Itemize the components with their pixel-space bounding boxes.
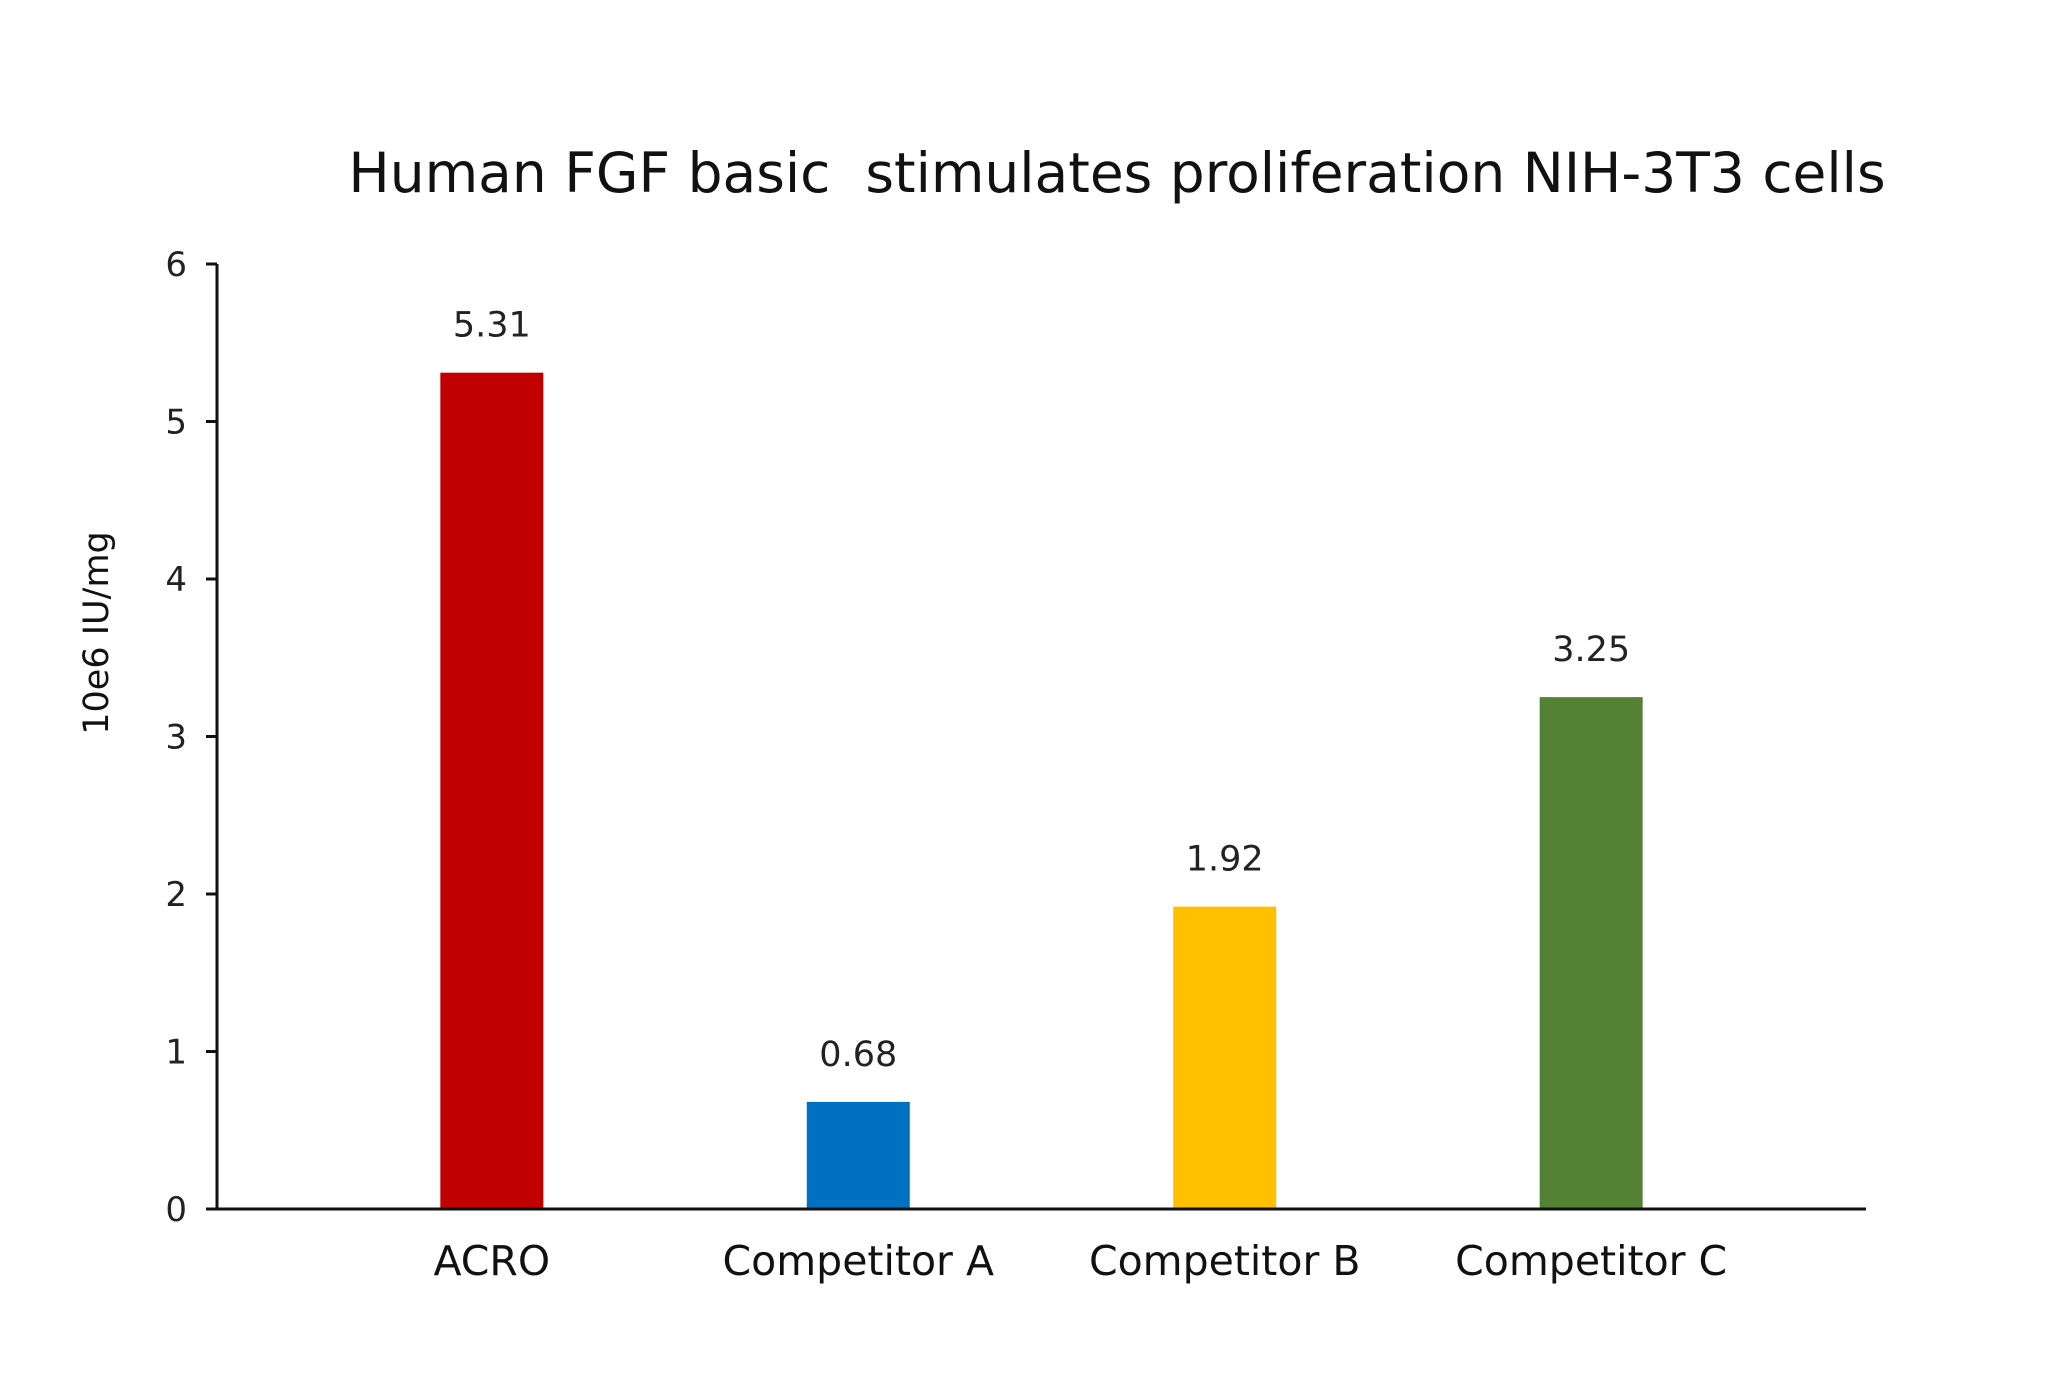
y-axis-title: 10e6 IU/mg xyxy=(77,531,117,735)
bar-value-label: 0.68 xyxy=(819,1035,897,1075)
category-label: Competitor B xyxy=(1089,1237,1361,1285)
category-labels-group: ACRO Competitor A Competitor B Competitor C xyxy=(433,1237,1727,1285)
bar xyxy=(440,372,544,1209)
bar-value-label: 1.92 xyxy=(1186,840,1264,880)
y-tick-label: 6 xyxy=(165,245,187,285)
bar-value-label: 3.25 xyxy=(1552,630,1630,670)
bar xyxy=(1173,906,1277,1209)
y-tick-label: 2 xyxy=(165,875,187,915)
category-label: Competitor C xyxy=(1455,1237,1727,1285)
bars-group xyxy=(440,372,1643,1209)
bar xyxy=(806,1101,910,1209)
data-labels-group: 5.31 0.68 1.92 3.25 xyxy=(453,306,1630,1075)
chart-title: Human FGF basic stimulates proliferation… xyxy=(348,141,1885,205)
category-label: Competitor A xyxy=(723,1237,994,1285)
y-tick-label: 5 xyxy=(165,403,187,443)
bar-value-label: 5.31 xyxy=(453,306,531,346)
y-tick-label: 4 xyxy=(165,560,187,600)
y-tick-label: 0 xyxy=(165,1190,187,1230)
y-axis-ticks: 0 1 2 3 4 5 6 xyxy=(165,245,217,1230)
bar xyxy=(1539,697,1643,1209)
y-tick-label: 1 xyxy=(165,1033,187,1073)
y-tick-label: 3 xyxy=(165,718,187,758)
category-label: ACRO xyxy=(433,1237,550,1285)
